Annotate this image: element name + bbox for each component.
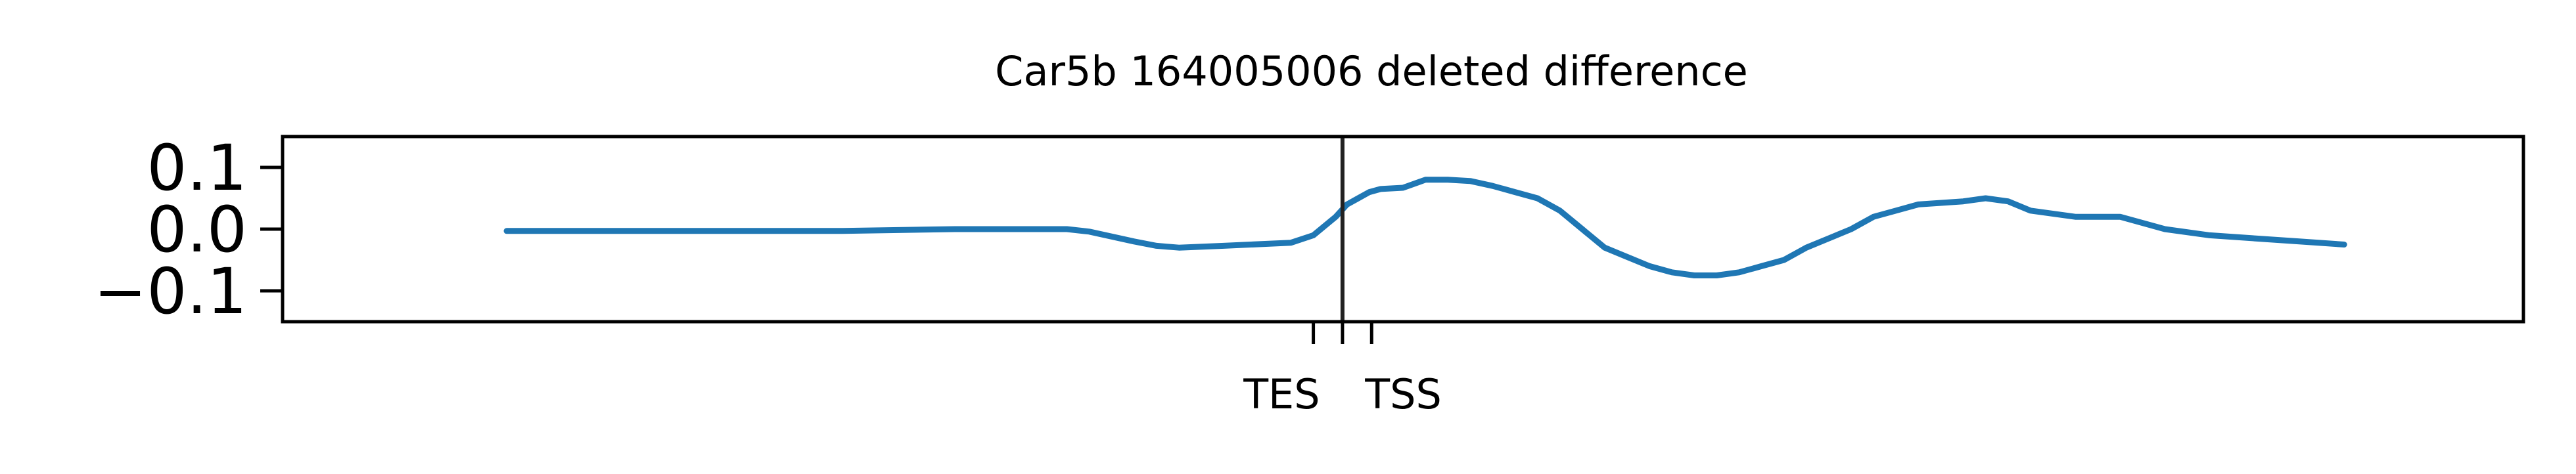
y-tick-label-2: −0.1 — [94, 255, 247, 328]
y-tick-label-0: 0.1 — [147, 131, 247, 205]
series-line-0 — [503, 177, 2347, 278]
y-tick-label-1: 0.0 — [147, 193, 247, 267]
x-tick-label-0: TES — [1243, 370, 1320, 418]
plot-area: 0.10.0−0.1 TES TSS — [94, 131, 2525, 418]
x-tick-label-2: TSS — [1364, 370, 1442, 418]
chart-title: Car5b 164005006 deleted difference — [995, 47, 1748, 95]
